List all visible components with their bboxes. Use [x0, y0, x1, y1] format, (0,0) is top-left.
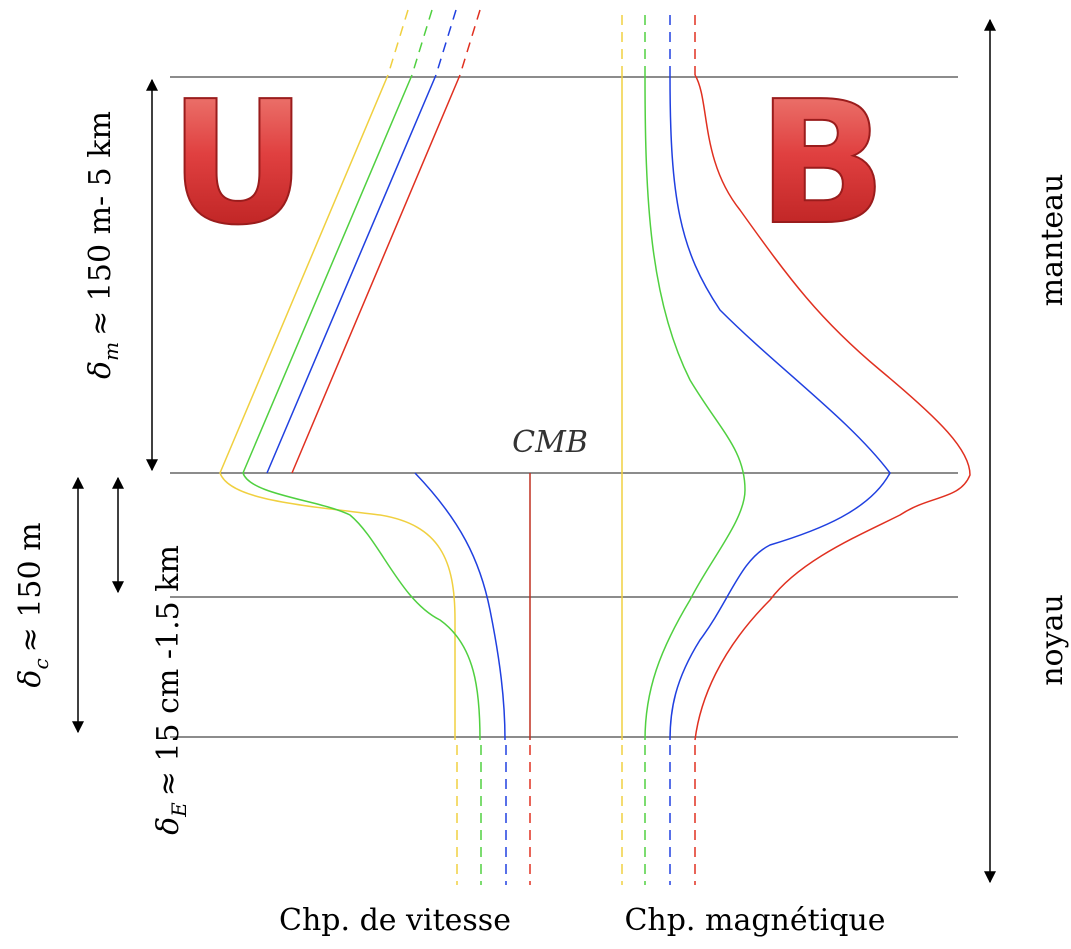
subscript: c [29, 658, 53, 669]
symbol: δ [13, 670, 48, 688]
magnetic-caption: Chp. magnétique [624, 903, 885, 938]
velocity-letter: U [169, 65, 307, 263]
thickness-label: δc ≈ 150 m [13, 522, 53, 687]
cmb-label: CMB [512, 425, 588, 460]
subscript: E [167, 802, 191, 818]
magnetic-letter: B [757, 65, 887, 263]
text: ≈ 150 m [13, 522, 48, 652]
velocity-caption: Chp. de vitesse [279, 903, 511, 938]
thickness-label: δE ≈ 15 cm -1.5 km [151, 545, 191, 835]
mantle-label: manteau [1035, 174, 1070, 307]
subscript: m [99, 342, 123, 361]
thickness-label: δm ≈ 150 m- 5 km [83, 111, 123, 379]
symbol: δ [151, 817, 186, 835]
core-label: noyau [1035, 594, 1070, 686]
text: ≈ 150 m- 5 km [83, 111, 118, 336]
text: ≈ 15 cm -1.5 km [151, 545, 186, 796]
diagram: U B CMB manteau noyau δm≈ 150 m- 5 km δc… [0, 0, 1071, 949]
symbol: δ [83, 361, 118, 379]
